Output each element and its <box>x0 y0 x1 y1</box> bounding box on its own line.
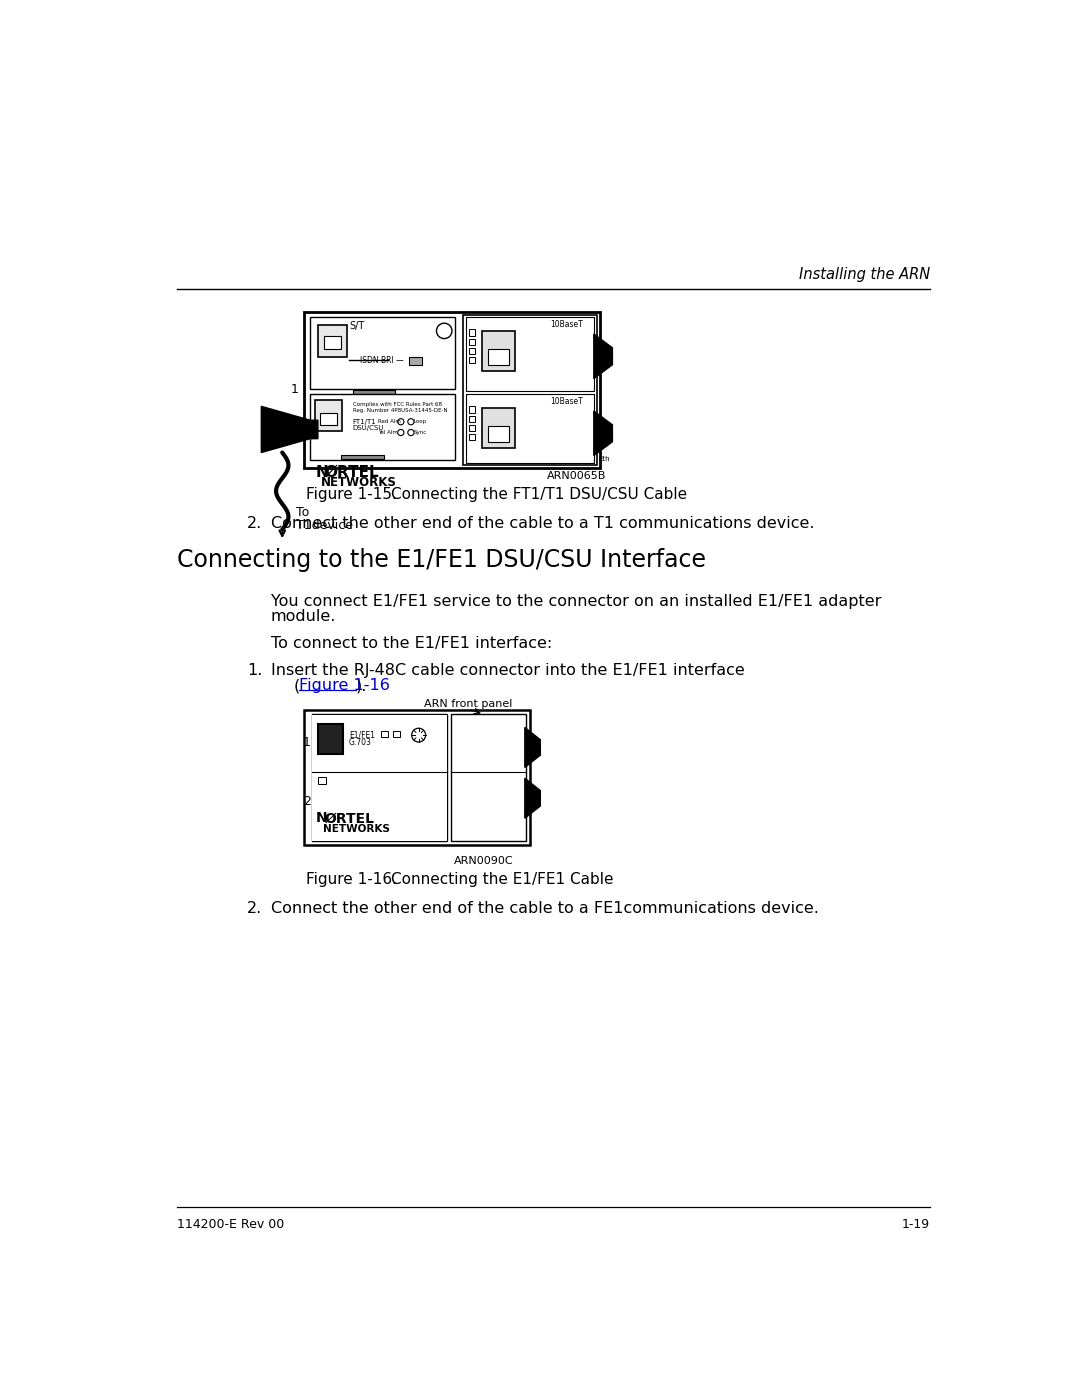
Text: E1/FE1: E1/FE1 <box>349 731 375 739</box>
Text: Loop: Loop <box>414 419 427 425</box>
Text: 2.: 2. <box>247 515 262 531</box>
Text: 1-19: 1-19 <box>902 1218 930 1231</box>
Text: Figure 1-16.: Figure 1-16. <box>306 872 396 887</box>
Text: ØRTEL: ØRTEL <box>325 812 375 826</box>
Text: Reg. Number 4P8USA-31445-DE-N: Reg. Number 4P8USA-31445-DE-N <box>353 408 447 414</box>
Text: Red Alm: Red Alm <box>378 419 402 425</box>
Text: 10BaseT: 10BaseT <box>550 320 583 330</box>
Text: Yel Alm: Yel Alm <box>378 430 399 434</box>
Text: S/T: S/T <box>349 321 364 331</box>
FancyBboxPatch shape <box>469 425 475 432</box>
Text: 114200-E Rev 00: 114200-E Rev 00 <box>177 1218 284 1231</box>
Text: NETWORKS: NETWORKS <box>321 476 396 489</box>
Text: Sync: Sync <box>414 430 427 434</box>
Text: T1device: T1device <box>296 520 353 532</box>
Text: 2.: 2. <box>247 901 262 916</box>
Text: 1: 1 <box>303 736 311 749</box>
FancyBboxPatch shape <box>310 317 455 390</box>
Text: Figure 1-15.: Figure 1-15. <box>306 486 396 502</box>
Text: Connecting to the E1/FE1 DSU/CSU Interface: Connecting to the E1/FE1 DSU/CSU Interfa… <box>177 549 706 573</box>
FancyBboxPatch shape <box>318 324 348 358</box>
Text: 10BaseT: 10BaseT <box>550 397 583 407</box>
Text: (: ( <box>294 679 300 693</box>
Text: DSU/CSU: DSU/CSU <box>353 425 384 430</box>
FancyBboxPatch shape <box>469 338 475 345</box>
Polygon shape <box>525 778 540 819</box>
FancyBboxPatch shape <box>321 414 337 425</box>
FancyBboxPatch shape <box>409 358 422 365</box>
FancyBboxPatch shape <box>469 358 475 363</box>
Polygon shape <box>525 728 540 767</box>
FancyBboxPatch shape <box>469 434 475 440</box>
Text: Complies with FCC Rules Part 68: Complies with FCC Rules Part 68 <box>353 402 442 408</box>
Text: Eth: Eth <box>598 457 610 462</box>
FancyBboxPatch shape <box>310 394 455 460</box>
Text: ARN0090C: ARN0090C <box>454 855 514 866</box>
Text: To: To <box>296 506 310 520</box>
Polygon shape <box>261 407 318 453</box>
FancyBboxPatch shape <box>469 415 475 422</box>
FancyBboxPatch shape <box>381 731 389 738</box>
Text: Connect the other end of the cable to a FE1communications device.: Connect the other end of the cable to a … <box>271 901 819 916</box>
Text: Installing the ARN: Installing the ARN <box>799 267 930 282</box>
Text: You connect E1/FE1 service to the connector on an installed E1/FE1 adapter: You connect E1/FE1 service to the connec… <box>271 594 881 609</box>
FancyBboxPatch shape <box>463 316 597 465</box>
Text: To connect to the E1/FE1 interface:: To connect to the E1/FE1 interface: <box>271 636 552 651</box>
FancyBboxPatch shape <box>482 408 515 448</box>
FancyBboxPatch shape <box>465 394 594 464</box>
Text: 1.: 1. <box>247 664 262 678</box>
Text: 2: 2 <box>303 795 311 807</box>
Text: Connect the other end of the cable to a T1 communications device.: Connect the other end of the cable to a … <box>271 515 814 531</box>
Text: Connecting the E1/FE1 Cable: Connecting the E1/FE1 Cable <box>391 872 613 887</box>
FancyBboxPatch shape <box>318 725 342 753</box>
Text: 1: 1 <box>291 383 298 395</box>
Text: Insert the RJ-48C cable connector into the E1/FE1 interface: Insert the RJ-48C cable connector into t… <box>271 664 744 678</box>
Text: Connecting the FT1/T1 DSU/CSU Cable: Connecting the FT1/T1 DSU/CSU Cable <box>391 486 687 502</box>
FancyBboxPatch shape <box>303 313 600 468</box>
Text: G.703: G.703 <box>349 739 372 747</box>
Text: ARN0065B: ARN0065B <box>548 471 607 481</box>
Text: module.: module. <box>271 609 336 624</box>
Text: N: N <box>315 812 327 826</box>
Polygon shape <box>594 334 612 379</box>
Polygon shape <box>594 411 612 455</box>
Text: NETWORKS: NETWORKS <box>323 824 390 834</box>
FancyBboxPatch shape <box>465 317 594 391</box>
FancyBboxPatch shape <box>451 714 526 841</box>
FancyBboxPatch shape <box>312 715 446 841</box>
Text: ØRTEL: ØRTEL <box>325 465 379 481</box>
Text: FT1/T1: FT1/T1 <box>353 419 377 425</box>
FancyBboxPatch shape <box>312 714 447 841</box>
FancyBboxPatch shape <box>318 778 326 784</box>
FancyBboxPatch shape <box>488 426 509 441</box>
Text: ).: ). <box>356 679 367 693</box>
FancyBboxPatch shape <box>488 349 509 365</box>
Text: — ISDN BRI —: — ISDN BRI — <box>350 356 404 365</box>
Text: N: N <box>315 465 328 481</box>
FancyBboxPatch shape <box>469 330 475 335</box>
FancyBboxPatch shape <box>469 407 475 412</box>
FancyBboxPatch shape <box>469 348 475 353</box>
FancyBboxPatch shape <box>482 331 515 372</box>
Text: ARN front panel: ARN front panel <box>424 700 512 710</box>
FancyBboxPatch shape <box>324 335 341 349</box>
FancyBboxPatch shape <box>314 400 342 432</box>
FancyBboxPatch shape <box>341 455 383 458</box>
FancyBboxPatch shape <box>393 731 400 738</box>
FancyBboxPatch shape <box>353 390 395 394</box>
FancyBboxPatch shape <box>303 711 530 845</box>
Text: Figure 1-16: Figure 1-16 <box>299 679 390 693</box>
